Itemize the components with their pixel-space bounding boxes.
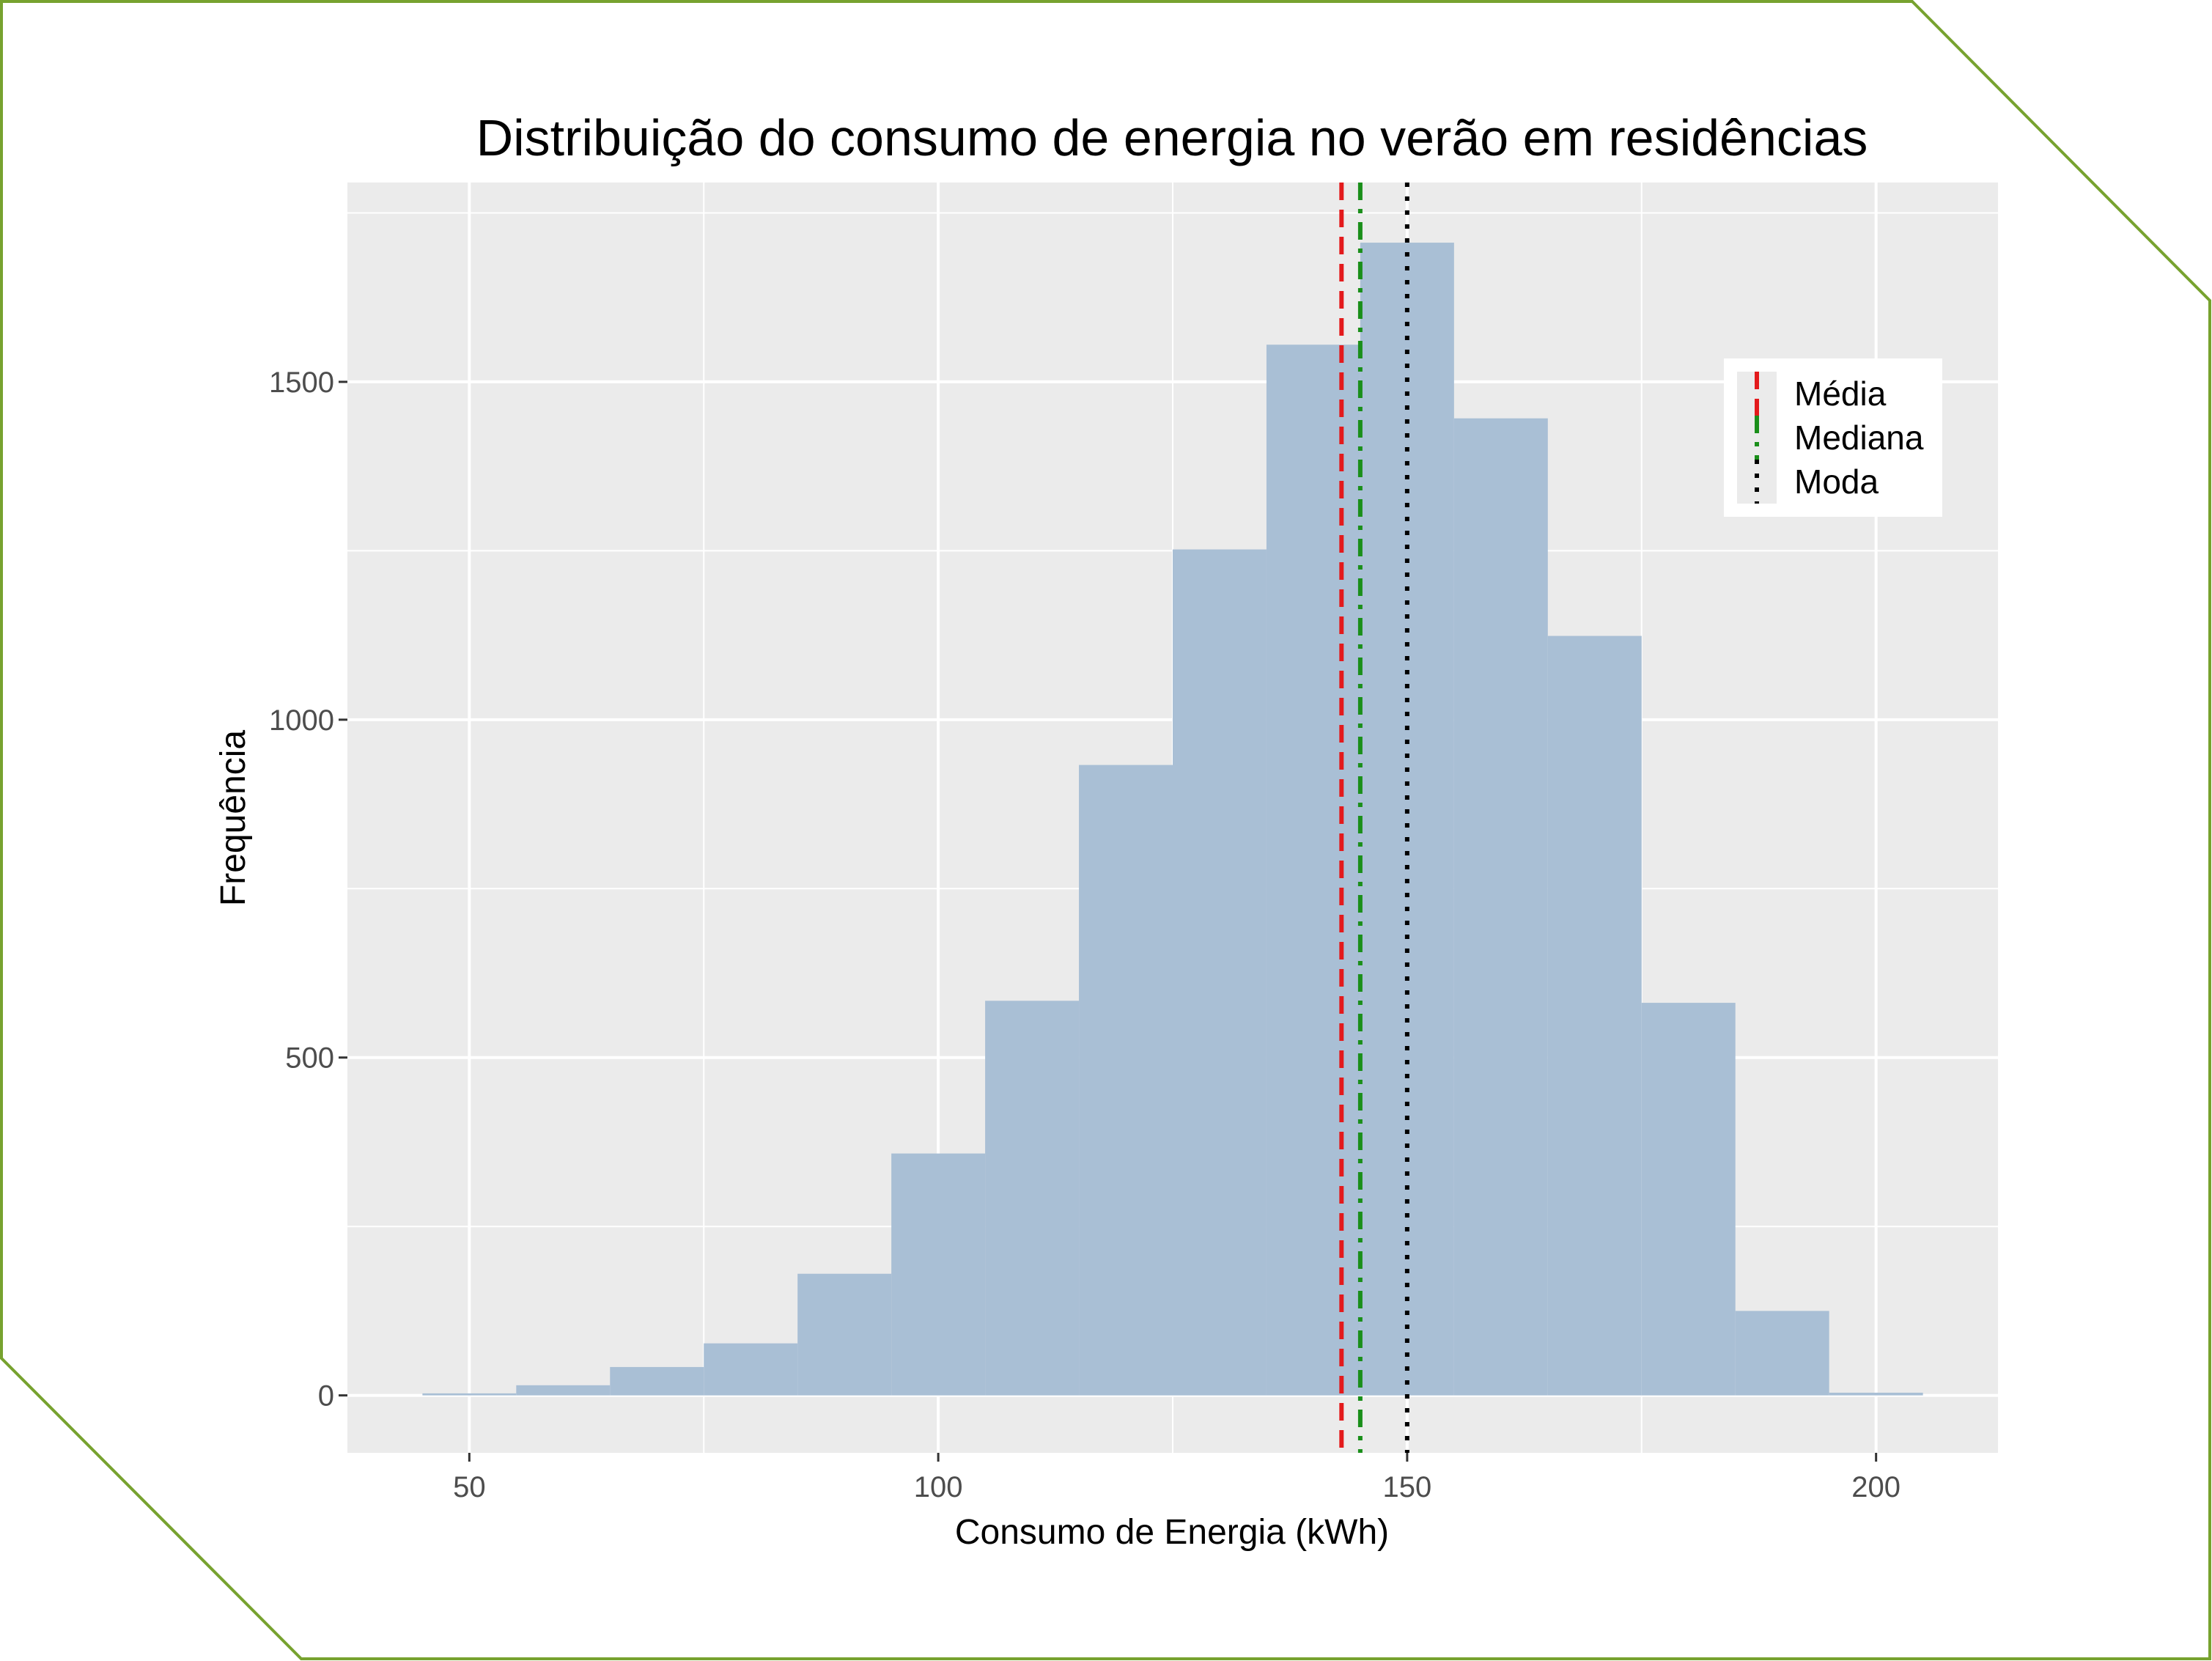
legend-label: Moda: [1794, 463, 1879, 501]
histogram-bar: [704, 1343, 798, 1396]
y-tick-label: 500: [285, 1042, 334, 1075]
histogram-bar: [1453, 418, 1548, 1396]
chart-title: Distribuição do consumo de energia no ve…: [476, 109, 1868, 166]
histogram-bar: [1641, 1003, 1736, 1396]
axis-ticks: 50 100 150 200 0 500 1000 1500: [269, 367, 1901, 1503]
legend: Média Mediana Moda: [1724, 358, 1942, 517]
histogram-bar: [1079, 765, 1173, 1396]
legend-key-background: [1737, 460, 1777, 504]
histogram-bar: [1173, 549, 1267, 1396]
y-tick-label: 0: [318, 1380, 334, 1413]
x-tick-label: 150: [1383, 1471, 1432, 1503]
histogram-bar: [1547, 636, 1642, 1396]
x-tick-label: 50: [453, 1471, 486, 1503]
y-axis-title: Frequência: [214, 730, 253, 906]
y-tick-label: 1000: [269, 704, 334, 737]
x-axis-title: Consumo de Energia (kWh): [955, 1513, 1389, 1552]
histogram-bar: [1829, 1392, 1923, 1396]
histogram-bar: [1735, 1311, 1829, 1396]
legend-label: Média: [1794, 375, 1887, 413]
histogram-bar: [891, 1153, 986, 1396]
histogram-bar: [516, 1385, 611, 1396]
reference-lines: [1339, 183, 1409, 1453]
histogram-bar: [1360, 243, 1454, 1396]
histogram-bar: [1266, 345, 1360, 1396]
legend-label: Mediana: [1794, 419, 1924, 457]
histogram-bar: [610, 1366, 704, 1396]
x-tick-label: 200: [1851, 1471, 1901, 1503]
histogram-bar: [797, 1273, 892, 1396]
histogram-bar: [985, 1001, 1080, 1396]
histogram-bar: [422, 1393, 517, 1396]
x-tick-label: 100: [914, 1471, 963, 1503]
y-tick-label: 1500: [269, 367, 334, 399]
